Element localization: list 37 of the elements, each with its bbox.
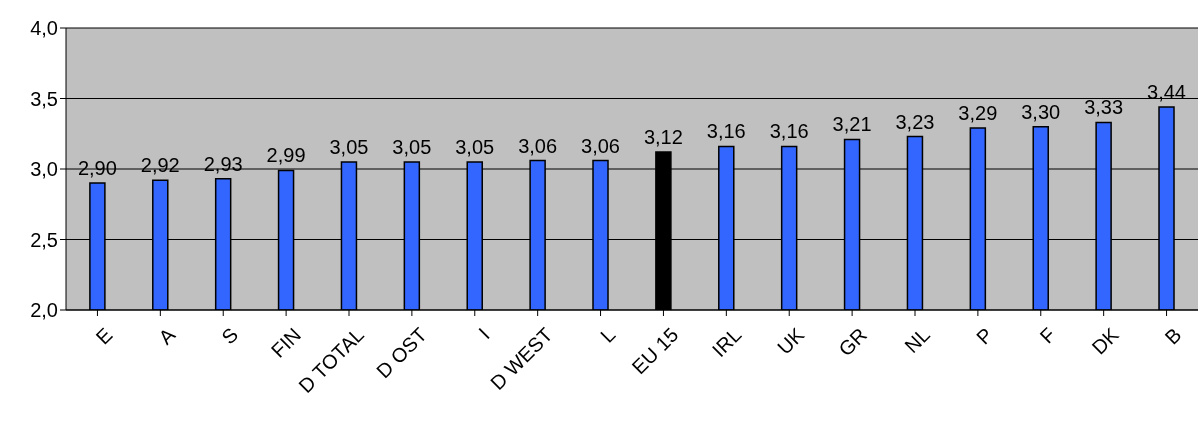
- x-tick-label: GR: [834, 323, 872, 361]
- x-tick-label: EU 15: [627, 323, 683, 379]
- data-label: 2,99: [266, 144, 306, 167]
- data-label: 3,30: [1021, 100, 1061, 123]
- x-tick-label: A: [154, 322, 180, 349]
- data-label: 3,33: [1084, 96, 1124, 119]
- y-tick-label: 4,0: [30, 17, 58, 40]
- x-tick-label: L: [596, 323, 620, 347]
- data-label: 3,21: [832, 113, 872, 136]
- x-tick-label: F: [1035, 323, 1060, 348]
- y-tick-label: 2,5: [30, 228, 58, 251]
- x-tick-label: S: [217, 323, 243, 349]
- x-tick-label: NL: [900, 323, 935, 358]
- x-tick-label: P: [971, 323, 997, 349]
- data-label: 3,29: [958, 102, 998, 125]
- data-label: 2,92: [140, 154, 180, 177]
- y-tick-label: 2,0: [30, 299, 58, 322]
- data-label: 3,23: [895, 110, 935, 133]
- data-label: 3,05: [392, 135, 432, 158]
- y-tick-label: 3,5: [30, 87, 58, 110]
- data-label: 3,06: [518, 134, 558, 157]
- x-tick-label: E: [91, 323, 117, 349]
- data-label: 3,06: [581, 134, 620, 157]
- x-tick-label: UK: [773, 323, 809, 359]
- x-tick-label: FIN: [266, 323, 306, 362]
- data-label: 3,16: [706, 120, 746, 143]
- x-tick-label: IRL: [707, 323, 746, 362]
- data-label: 2,90: [77, 157, 117, 180]
- x-tick-label: DK: [1087, 323, 1124, 359]
- y-tick-label: 3,0: [30, 158, 58, 181]
- x-tick-label: B: [1160, 323, 1186, 349]
- data-label: 3,05: [329, 135, 369, 158]
- data-label: 3,12: [643, 126, 683, 149]
- x-tick-label: I: [474, 323, 494, 343]
- data-label: 2,93: [203, 152, 243, 175]
- data-label: 3,16: [769, 120, 809, 143]
- data-label: 3,05: [455, 135, 495, 158]
